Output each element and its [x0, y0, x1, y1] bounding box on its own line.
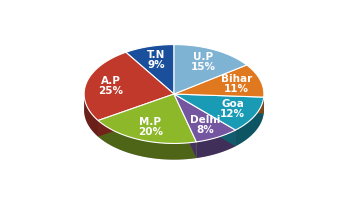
Polygon shape	[98, 121, 196, 160]
Text: M.P: M.P	[139, 117, 161, 127]
Polygon shape	[174, 94, 264, 113]
Polygon shape	[174, 94, 196, 158]
Polygon shape	[126, 44, 174, 94]
Polygon shape	[98, 94, 174, 137]
Polygon shape	[236, 97, 264, 146]
Polygon shape	[84, 95, 98, 137]
Text: Bihar: Bihar	[221, 74, 252, 84]
Polygon shape	[196, 130, 236, 158]
Polygon shape	[174, 94, 264, 113]
Text: 25%: 25%	[98, 86, 123, 96]
Text: T.N: T.N	[147, 50, 165, 60]
Polygon shape	[174, 44, 247, 94]
Ellipse shape	[84, 61, 264, 160]
Polygon shape	[174, 94, 196, 158]
Polygon shape	[174, 94, 236, 142]
Polygon shape	[174, 94, 236, 146]
Text: A.P: A.P	[101, 76, 121, 86]
Polygon shape	[174, 94, 236, 146]
Text: U.P: U.P	[193, 52, 213, 62]
Text: 20%: 20%	[138, 127, 163, 137]
Text: 12%: 12%	[220, 109, 245, 119]
Text: 9%: 9%	[147, 60, 165, 70]
Polygon shape	[174, 65, 264, 97]
Polygon shape	[84, 52, 174, 121]
Text: 11%: 11%	[224, 84, 249, 94]
Polygon shape	[174, 94, 264, 130]
Polygon shape	[98, 94, 174, 137]
Polygon shape	[98, 94, 196, 143]
Text: Delhi: Delhi	[190, 115, 220, 125]
Text: 15%: 15%	[191, 62, 216, 72]
Text: 8%: 8%	[196, 125, 214, 135]
Text: Goa: Goa	[221, 99, 244, 109]
